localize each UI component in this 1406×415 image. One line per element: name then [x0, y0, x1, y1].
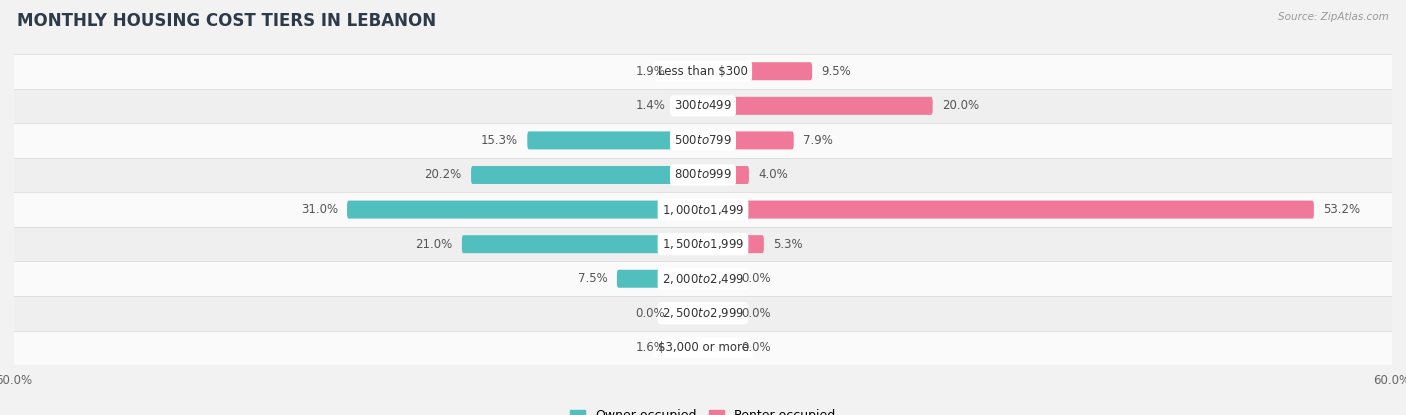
FancyBboxPatch shape: [14, 158, 1392, 192]
Text: 9.5%: 9.5%: [821, 65, 851, 78]
FancyBboxPatch shape: [675, 97, 703, 115]
Text: 5.3%: 5.3%: [773, 238, 803, 251]
Legend: Owner-occupied, Renter-occupied: Owner-occupied, Renter-occupied: [565, 405, 841, 415]
FancyBboxPatch shape: [14, 88, 1392, 123]
Text: 4.0%: 4.0%: [758, 168, 787, 181]
Text: $2,500 to $2,999: $2,500 to $2,999: [662, 306, 744, 320]
FancyBboxPatch shape: [14, 123, 1392, 158]
FancyBboxPatch shape: [703, 200, 1313, 219]
Text: 7.9%: 7.9%: [803, 134, 832, 147]
Text: 15.3%: 15.3%: [481, 134, 519, 147]
FancyBboxPatch shape: [703, 166, 749, 184]
Text: $1,000 to $1,499: $1,000 to $1,499: [662, 203, 744, 217]
Text: 1.6%: 1.6%: [636, 342, 665, 354]
Text: 0.0%: 0.0%: [636, 307, 665, 320]
FancyBboxPatch shape: [461, 235, 703, 253]
Text: $3,000 or more: $3,000 or more: [658, 342, 748, 354]
FancyBboxPatch shape: [675, 339, 703, 357]
FancyBboxPatch shape: [703, 62, 813, 80]
Text: 53.2%: 53.2%: [1323, 203, 1360, 216]
Text: $2,000 to $2,499: $2,000 to $2,499: [662, 272, 744, 286]
Text: $800 to $999: $800 to $999: [673, 168, 733, 181]
FancyBboxPatch shape: [14, 331, 1392, 365]
Text: $500 to $799: $500 to $799: [673, 134, 733, 147]
FancyBboxPatch shape: [703, 97, 932, 115]
FancyBboxPatch shape: [14, 261, 1392, 296]
FancyBboxPatch shape: [14, 296, 1392, 331]
FancyBboxPatch shape: [703, 270, 731, 288]
Text: 0.0%: 0.0%: [741, 342, 770, 354]
Text: Source: ZipAtlas.com: Source: ZipAtlas.com: [1278, 12, 1389, 22]
Text: $300 to $499: $300 to $499: [673, 99, 733, 112]
Text: 20.0%: 20.0%: [942, 99, 979, 112]
Text: 20.2%: 20.2%: [425, 168, 461, 181]
Text: 0.0%: 0.0%: [741, 272, 770, 285]
FancyBboxPatch shape: [347, 200, 703, 219]
Text: 1.9%: 1.9%: [636, 65, 665, 78]
FancyBboxPatch shape: [675, 62, 703, 80]
Text: 31.0%: 31.0%: [301, 203, 337, 216]
FancyBboxPatch shape: [703, 339, 731, 357]
Text: $1,500 to $1,999: $1,500 to $1,999: [662, 237, 744, 251]
Text: 21.0%: 21.0%: [415, 238, 453, 251]
FancyBboxPatch shape: [703, 235, 763, 253]
FancyBboxPatch shape: [617, 270, 703, 288]
Text: 0.0%: 0.0%: [741, 307, 770, 320]
FancyBboxPatch shape: [703, 304, 731, 322]
Text: MONTHLY HOUSING COST TIERS IN LEBANON: MONTHLY HOUSING COST TIERS IN LEBANON: [17, 12, 436, 30]
FancyBboxPatch shape: [14, 227, 1392, 261]
FancyBboxPatch shape: [14, 54, 1392, 88]
FancyBboxPatch shape: [14, 192, 1392, 227]
Text: Less than $300: Less than $300: [658, 65, 748, 78]
Text: 1.4%: 1.4%: [636, 99, 665, 112]
FancyBboxPatch shape: [675, 304, 703, 322]
FancyBboxPatch shape: [703, 132, 794, 149]
Text: 7.5%: 7.5%: [578, 272, 607, 285]
FancyBboxPatch shape: [527, 132, 703, 149]
FancyBboxPatch shape: [471, 166, 703, 184]
